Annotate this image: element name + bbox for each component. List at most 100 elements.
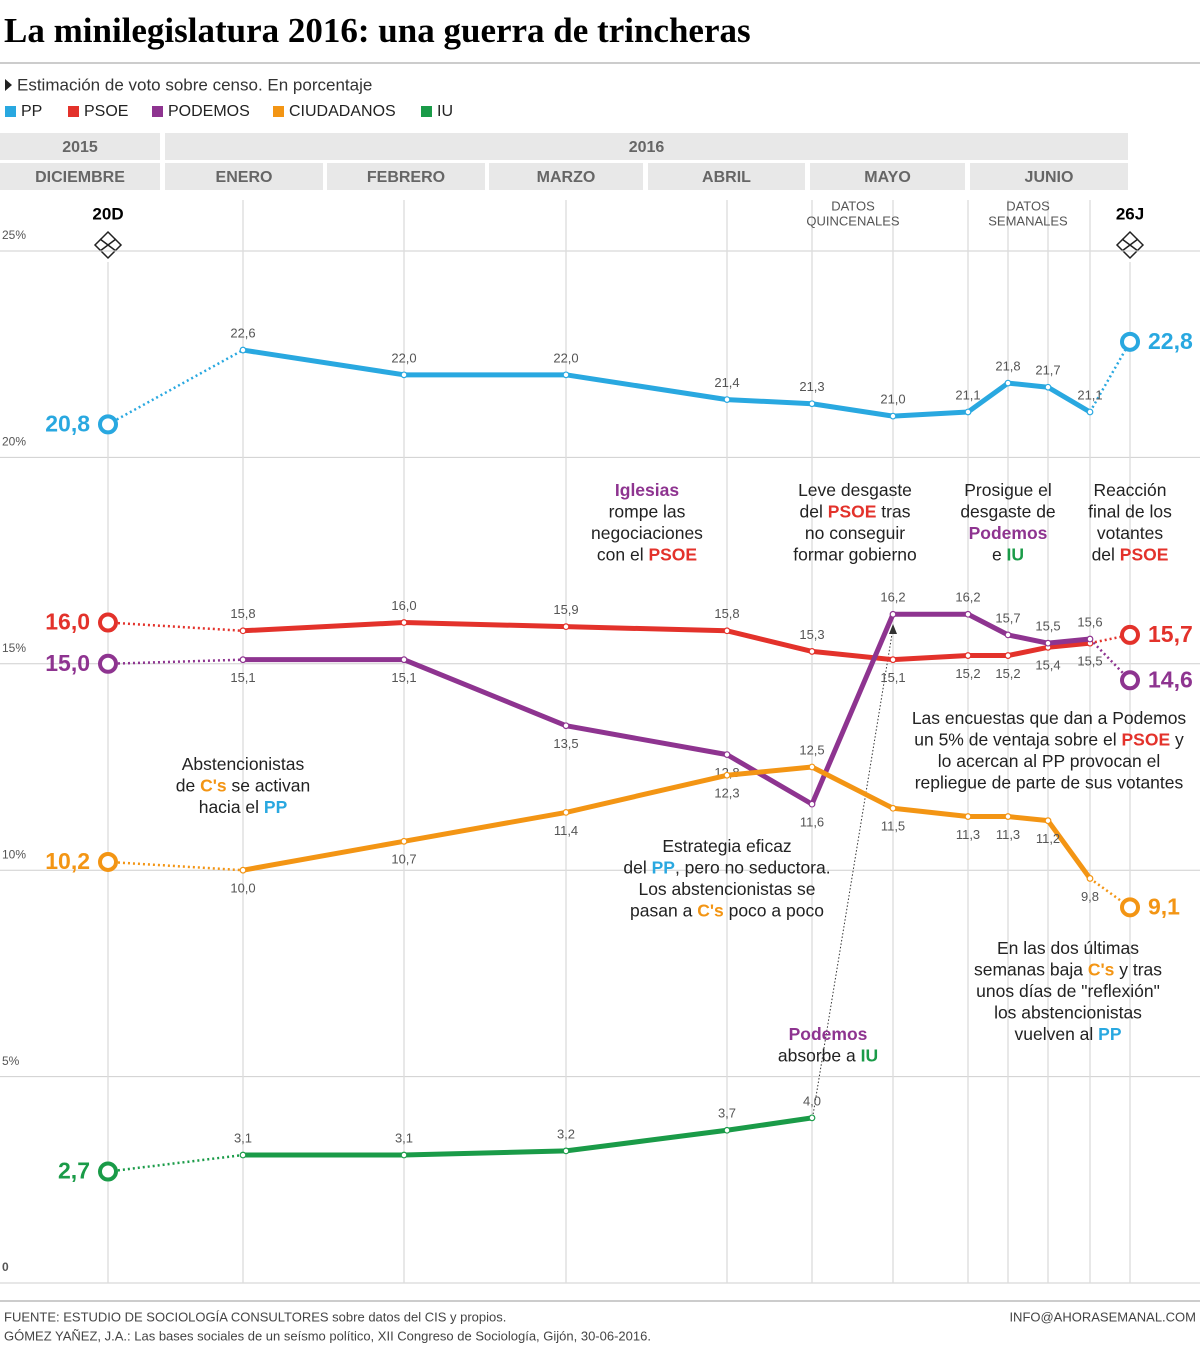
value-label: 3,7 — [718, 1106, 736, 1121]
annotation: rompe las — [609, 501, 686, 521]
annotation-text: En las dos últimas — [997, 938, 1139, 958]
annotation: desgaste de — [960, 501, 1055, 521]
annotation: del PP, pero no seductora. — [623, 857, 830, 877]
value-label: 21,0 — [880, 392, 905, 407]
annotation-text: tras — [876, 501, 910, 521]
annotation-text: poco a poco — [724, 900, 824, 920]
annotation-highlight: PP — [1098, 1024, 1122, 1044]
annotation: Leve desgaste — [798, 480, 912, 500]
annotation: lo acercan al PP provocan el — [938, 751, 1160, 771]
annotation-highlight: IU — [861, 1045, 879, 1065]
data-point — [889, 412, 897, 420]
annotation-highlight: Iglesias — [615, 480, 679, 500]
data-point — [239, 1151, 247, 1159]
annotation-highlight: IU — [1007, 544, 1025, 564]
end-value-label: 20,8 — [45, 410, 90, 436]
subtitle-bullet — [5, 79, 12, 91]
annotation: pasan a C's poco a poco — [630, 900, 824, 920]
annotation-highlight: PSOE — [1121, 729, 1170, 749]
header-cell — [165, 133, 1128, 160]
annotation-highlight: PSOE — [648, 544, 697, 564]
value-label: 15,2 — [955, 666, 980, 681]
end-value-label: 22,8 — [1148, 328, 1193, 354]
annotation-highlight: PP — [652, 857, 676, 877]
legend-label: PODEMOS — [168, 103, 250, 120]
value-label: 9,8 — [1081, 889, 1099, 904]
data-point — [808, 648, 816, 655]
annotation-text: vuelven al — [1014, 1024, 1098, 1044]
value-label: 16,2 — [955, 590, 980, 605]
data-point — [1086, 635, 1094, 643]
footer-contact: INFO@AHORASEMANAL.COM — [1009, 1309, 1196, 1324]
annotation-highlight: Podemos — [969, 523, 1048, 543]
series-line-dotted — [1088, 341, 1132, 413]
annotation-text: final de los — [1088, 501, 1172, 521]
annotation-text: del — [800, 501, 828, 521]
footer-source: GÓMEZ YAÑEZ, J.A.: Las bases sociales de… — [4, 1328, 651, 1343]
value-label: 21,4 — [714, 375, 739, 390]
annotation: repliegue de parte de sus votantes — [915, 772, 1184, 792]
annotation: Estrategia eficaz — [662, 836, 791, 856]
value-label: 11,5 — [881, 819, 905, 834]
annotation-text: del — [1092, 544, 1120, 564]
value-label: 15,4 — [1035, 658, 1060, 673]
end-value-label: 10,2 — [45, 848, 90, 874]
annotation: formar gobierno — [793, 544, 917, 564]
value-label: 3,2 — [557, 1126, 575, 1141]
annotation: Reacción — [1094, 480, 1167, 500]
annotation-highlight: PP — [264, 797, 288, 817]
annotation-text: e — [992, 544, 1007, 564]
annotation-highlight: C's — [200, 775, 227, 795]
data-point — [889, 656, 897, 664]
series-line-dotted — [1089, 633, 1131, 645]
annotation: de C's se activan — [176, 775, 311, 795]
end-point — [98, 653, 118, 674]
series-line-dotted — [107, 1153, 244, 1173]
data-point — [562, 809, 570, 816]
legend-swatch — [152, 106, 163, 117]
legend-label: PSOE — [84, 103, 128, 120]
value-label: 10,0 — [230, 881, 255, 896]
annotation-text: Los abstencionistas se — [638, 879, 815, 899]
value-label: 15,5 — [1035, 619, 1060, 634]
annotation: Podemos — [969, 523, 1048, 543]
annotation: e IU — [992, 544, 1024, 564]
value-label: 21,7 — [1035, 363, 1060, 378]
annotation-text: lo acercan al PP provocan el — [938, 751, 1160, 771]
annotation: negociaciones — [591, 523, 703, 543]
data-point — [400, 837, 408, 845]
legend-swatch — [273, 106, 284, 117]
legend-swatch — [421, 106, 432, 117]
value-label: 11,6 — [800, 815, 824, 830]
legend-swatch — [68, 106, 79, 117]
annotation-text: negociaciones — [591, 523, 703, 543]
annotation-text: y — [1170, 729, 1184, 749]
header-cell — [165, 163, 323, 190]
data-point — [808, 763, 816, 771]
value-label: 21,8 — [995, 359, 1020, 374]
chart-title: La minilegislatura 2016: una guerra de t… — [4, 11, 751, 50]
end-point — [98, 612, 118, 633]
category-label: 26J — [1116, 204, 1144, 223]
header-cell — [810, 163, 965, 190]
value-label: 15,8 — [714, 606, 739, 621]
annotation: Podemos — [789, 1024, 868, 1044]
annotation-text: Abstencionistas — [182, 754, 305, 774]
annotation-text: votantes — [1097, 523, 1163, 543]
y-tick-label: 5% — [2, 1054, 20, 1068]
value-label: 15,1 — [391, 670, 416, 685]
annotation-text: absorbe a — [778, 1045, 861, 1065]
annotation-text: Las encuestas que dan a Podemos — [912, 708, 1187, 728]
value-label: 12,5 — [799, 742, 824, 757]
data-point — [1086, 875, 1094, 882]
series-line-dotted — [107, 621, 244, 633]
annotation-highlight: PSOE — [1120, 544, 1169, 564]
data-point — [562, 371, 570, 379]
annotation-text: Reacción — [1094, 480, 1167, 500]
value-label: 15,8 — [230, 606, 255, 621]
end-point — [98, 1161, 118, 1182]
value-label: 15,7 — [995, 610, 1020, 625]
end-point — [1120, 897, 1140, 918]
annotation-text: Prosigue el — [964, 480, 1052, 500]
annotation-text: de — [176, 775, 200, 795]
